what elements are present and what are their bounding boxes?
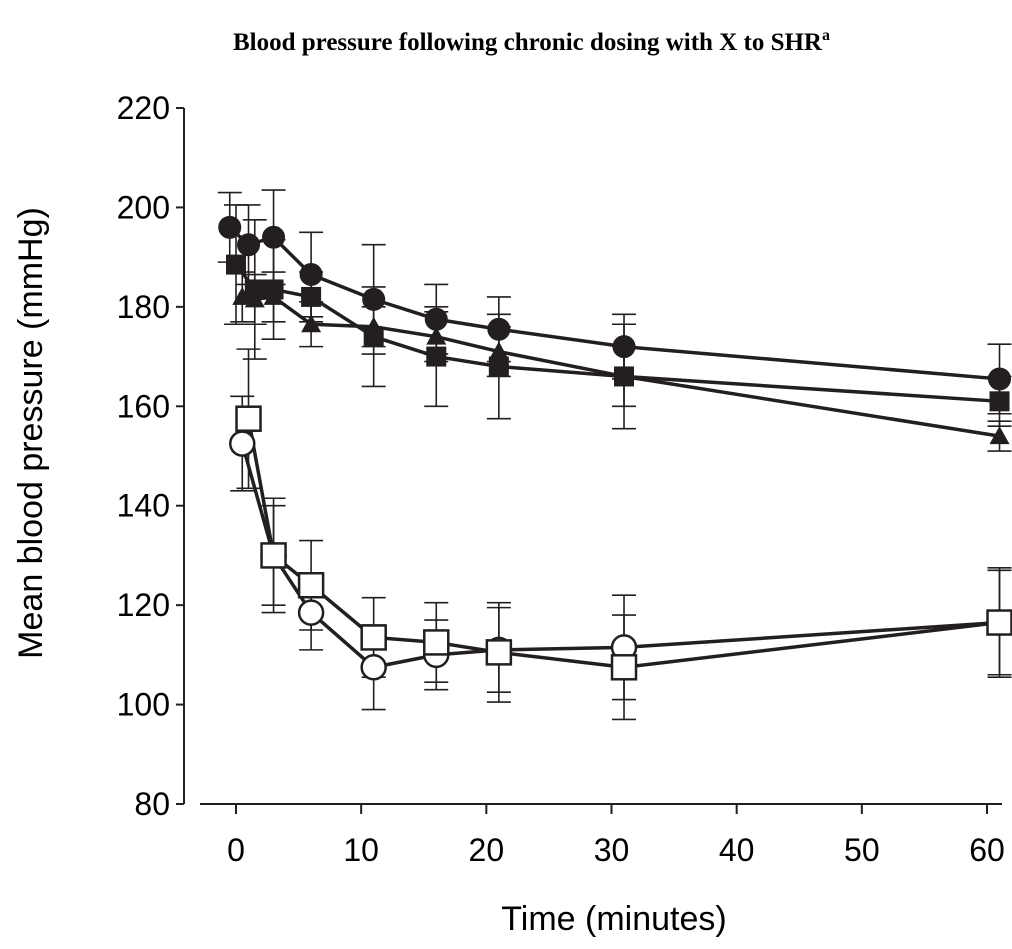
x-tick-label: 50 bbox=[844, 832, 880, 868]
data-point bbox=[988, 367, 1012, 391]
markers-open-square bbox=[235, 405, 1012, 681]
data-point bbox=[487, 317, 511, 341]
data-point bbox=[218, 215, 242, 239]
series-filled-square bbox=[224, 204, 1012, 430]
data-point bbox=[989, 391, 1010, 412]
x-tick-label: 30 bbox=[594, 832, 630, 868]
x-tick-label: 0 bbox=[227, 832, 245, 868]
y-axis-label: Mean blood pressure (mmHg) bbox=[12, 207, 50, 659]
data-point bbox=[226, 254, 246, 275]
series-filled-triangle bbox=[230, 271, 1012, 452]
data-point bbox=[360, 624, 387, 651]
data-point bbox=[301, 286, 322, 307]
x-tick-label: 10 bbox=[343, 832, 379, 868]
x-tick-label: 60 bbox=[969, 832, 1005, 868]
markers-filled-square bbox=[226, 254, 1010, 412]
chart-title-text: Blood pressure following chronic dosing … bbox=[233, 29, 823, 56]
markers-filled-circle bbox=[218, 215, 1012, 391]
data-point bbox=[614, 366, 635, 385]
series-line bbox=[228, 226, 1000, 381]
markers-filled-triangle bbox=[232, 286, 1010, 445]
y-tick-label: 100 bbox=[117, 687, 170, 723]
data-point bbox=[989, 426, 1010, 445]
data-point bbox=[426, 326, 447, 345]
plot-area bbox=[217, 189, 1012, 721]
data-point bbox=[229, 430, 256, 457]
data-point bbox=[237, 233, 261, 257]
y-tick-label: 160 bbox=[117, 388, 170, 424]
x-axis-label: Time (minutes) bbox=[501, 900, 726, 938]
data-point bbox=[262, 225, 286, 249]
data-point bbox=[986, 609, 1012, 636]
data-point bbox=[610, 654, 638, 681]
data-point bbox=[426, 346, 447, 367]
data-point bbox=[488, 356, 509, 377]
data-point bbox=[297, 599, 325, 626]
y-tick-label: 80 bbox=[134, 786, 170, 822]
data-point bbox=[235, 405, 262, 432]
y-tick-label: 180 bbox=[117, 289, 170, 325]
y-tick-label: 220 bbox=[117, 90, 170, 126]
data-point bbox=[485, 639, 513, 666]
data-point bbox=[362, 287, 386, 311]
data-point bbox=[363, 316, 384, 335]
y-tick-label: 200 bbox=[117, 189, 170, 225]
x-tick-label: 40 bbox=[719, 832, 755, 868]
data-point bbox=[423, 629, 450, 656]
chart-title-superscript: a bbox=[822, 27, 830, 44]
axes: 80 100 120 140 160 180 200 220 0 10 20 30 40 50 60 bbox=[117, 90, 1005, 868]
chart-title: Blood pressure following chronic dosing … bbox=[233, 27, 830, 56]
data-point bbox=[360, 654, 387, 681]
data-point bbox=[260, 542, 287, 569]
data-point bbox=[612, 335, 636, 359]
data-point bbox=[301, 314, 322, 333]
series-line bbox=[240, 443, 1000, 670]
data-point bbox=[488, 341, 509, 360]
data-point bbox=[244, 289, 265, 308]
data-point bbox=[263, 286, 284, 305]
y-tick-label: 120 bbox=[117, 587, 170, 623]
y-tick-label: 140 bbox=[117, 488, 170, 524]
data-point bbox=[232, 286, 253, 305]
data-point bbox=[297, 572, 325, 599]
data-point bbox=[299, 263, 323, 287]
x-tick-label: 20 bbox=[469, 832, 505, 868]
